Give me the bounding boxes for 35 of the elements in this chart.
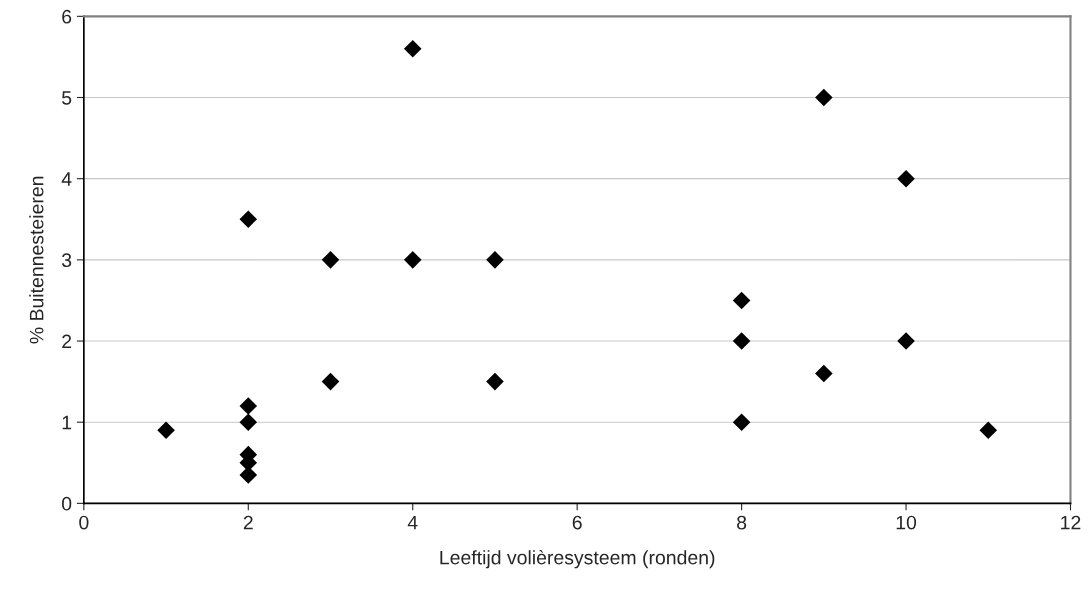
point [321,372,340,391]
y-tick-label: 6 [62,9,72,24]
x-tick-label: 10 [896,515,917,530]
point [979,421,998,440]
y-tick-label: 1 [62,415,72,430]
point [486,372,504,391]
point [815,88,833,107]
point [897,332,915,350]
point [239,466,258,484]
point [815,364,833,383]
x-tick-label: 8 [737,515,747,530]
y-tick-label: 4 [61,172,72,186]
point [157,421,175,440]
x-tick-label: 0 [79,515,89,530]
point [239,210,258,229]
point [732,332,751,350]
x-tick-label: 2 [243,515,253,530]
y-tick-label: 5 [62,91,72,105]
point [732,413,751,431]
y-axis-title: % Buitennesteieren [29,176,44,344]
point [239,397,258,415]
y-tick-label: 3 [61,253,72,268]
point [732,291,751,310]
y-tick-label: 2 [62,334,72,349]
x-tick-label: 4 [407,515,418,530]
x-tick-label: 12 [1061,515,1081,530]
y-tick-label: 0 [61,496,72,511]
point [403,40,422,58]
point [321,251,340,269]
point [486,251,504,269]
point [239,413,258,431]
point [897,169,915,188]
point [403,251,422,269]
x-axis-title: Leeftijd volièresysteem (ronden) [440,549,715,569]
x-tick-label: 6 [572,515,582,530]
